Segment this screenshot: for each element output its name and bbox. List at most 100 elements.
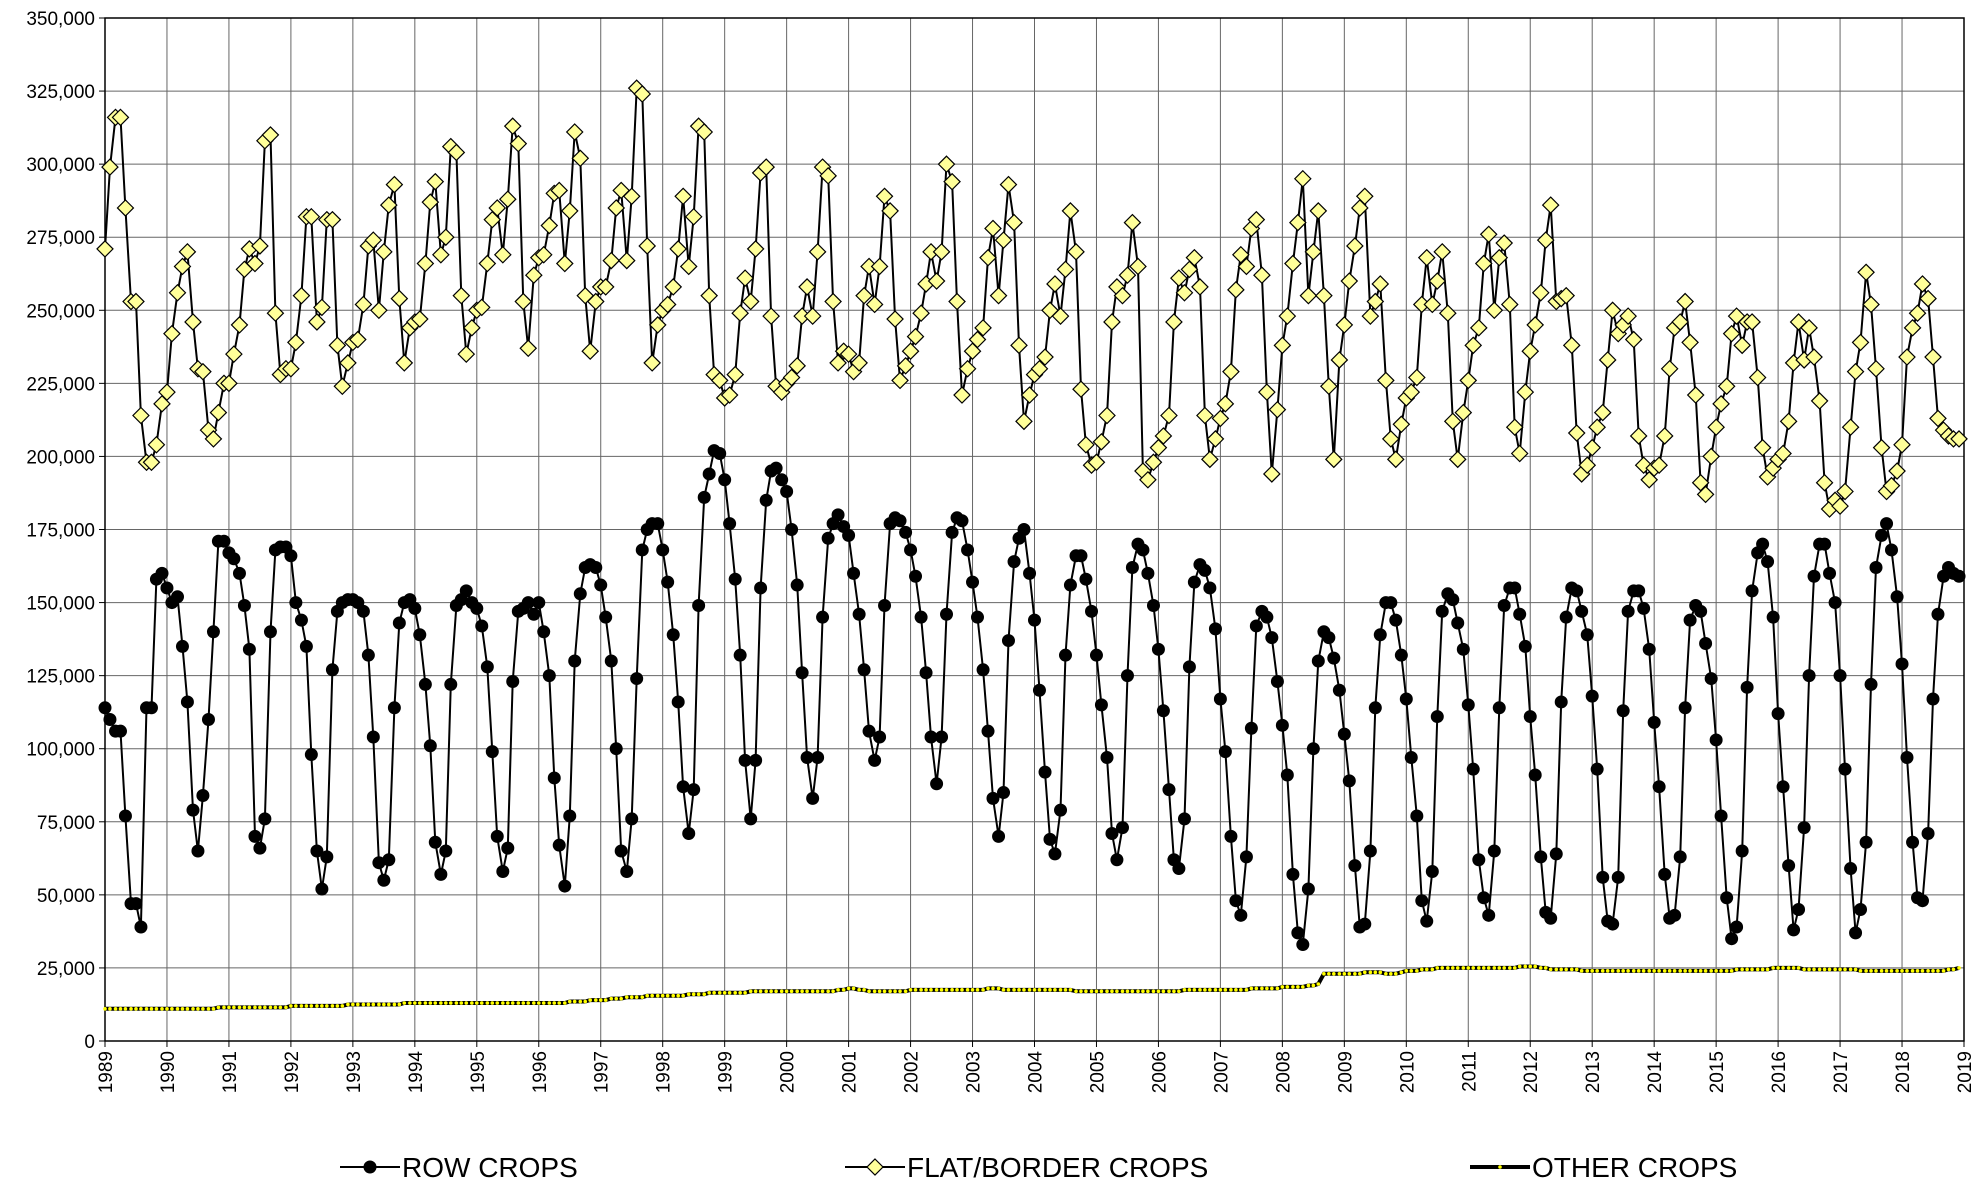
marker bbox=[1647, 715, 1661, 729]
marker bbox=[958, 359, 977, 378]
marker bbox=[826, 989, 830, 994]
marker bbox=[1098, 406, 1116, 425]
marker bbox=[1430, 710, 1444, 724]
marker bbox=[1043, 988, 1047, 992]
marker bbox=[310, 844, 324, 858]
marker bbox=[1384, 971, 1388, 976]
marker bbox=[1946, 967, 1951, 972]
marker bbox=[1010, 336, 1028, 355]
marker bbox=[1882, 476, 1901, 495]
marker bbox=[1058, 648, 1072, 662]
marker bbox=[1884, 969, 1889, 973]
marker bbox=[475, 619, 489, 633]
marker bbox=[1593, 403, 1612, 422]
marker bbox=[1471, 966, 1476, 970]
y-tick-label: 350,000 bbox=[26, 9, 95, 30]
marker bbox=[1162, 783, 1176, 797]
marker bbox=[1227, 280, 1245, 299]
marker bbox=[142, 453, 161, 472]
marker bbox=[1156, 989, 1161, 994]
marker bbox=[201, 1007, 205, 1011]
marker bbox=[607, 199, 626, 217]
marker bbox=[1306, 742, 1320, 756]
marker bbox=[1802, 967, 1806, 972]
marker bbox=[1559, 610, 1573, 624]
marker bbox=[1941, 969, 1946, 973]
marker bbox=[1285, 985, 1290, 989]
marker bbox=[620, 864, 634, 878]
marker bbox=[1404, 969, 1409, 973]
marker bbox=[488, 199, 507, 217]
marker bbox=[113, 1007, 118, 1011]
marker bbox=[571, 149, 590, 168]
marker bbox=[346, 1002, 350, 1007]
marker bbox=[1191, 278, 1209, 296]
marker bbox=[123, 1007, 128, 1011]
marker bbox=[831, 989, 835, 994]
marker bbox=[1068, 988, 1073, 992]
marker bbox=[702, 467, 716, 481]
marker bbox=[567, 999, 572, 1004]
marker bbox=[1258, 383, 1276, 401]
marker bbox=[496, 864, 510, 878]
marker bbox=[211, 1007, 216, 1011]
marker bbox=[1606, 917, 1620, 931]
marker bbox=[1030, 359, 1049, 378]
marker bbox=[1724, 969, 1729, 973]
marker bbox=[1725, 932, 1739, 946]
y-tick-label: 0 bbox=[84, 1032, 95, 1053]
marker bbox=[1353, 971, 1357, 976]
marker bbox=[1782, 859, 1796, 873]
marker bbox=[999, 175, 1018, 194]
marker bbox=[994, 231, 1013, 249]
marker bbox=[282, 359, 300, 378]
marker bbox=[480, 660, 494, 674]
marker bbox=[1177, 989, 1181, 994]
marker bbox=[1495, 234, 1514, 252]
marker bbox=[602, 251, 621, 270]
marker bbox=[266, 304, 285, 323]
marker bbox=[309, 1004, 314, 1008]
marker bbox=[423, 739, 437, 753]
marker bbox=[1642, 642, 1656, 656]
marker bbox=[1569, 967, 1574, 972]
marker bbox=[395, 354, 414, 372]
marker bbox=[387, 1002, 391, 1007]
marker bbox=[1610, 969, 1615, 973]
marker bbox=[878, 598, 892, 612]
marker bbox=[527, 607, 541, 621]
marker bbox=[1683, 613, 1697, 627]
marker bbox=[1626, 969, 1630, 973]
marker bbox=[1415, 894, 1429, 908]
marker bbox=[232, 1005, 236, 1010]
marker bbox=[1213, 988, 1218, 992]
marker bbox=[1428, 272, 1447, 290]
marker bbox=[552, 838, 566, 852]
marker bbox=[1854, 902, 1868, 916]
marker bbox=[855, 286, 873, 305]
marker bbox=[253, 1005, 257, 1010]
marker bbox=[1479, 225, 1498, 244]
marker bbox=[536, 1001, 541, 1005]
marker bbox=[232, 566, 246, 580]
marker bbox=[974, 318, 992, 337]
marker bbox=[1714, 969, 1718, 973]
marker bbox=[788, 356, 807, 375]
marker bbox=[682, 826, 696, 840]
y-tick-label: 300,000 bbox=[26, 155, 95, 176]
marker bbox=[1600, 969, 1605, 973]
marker bbox=[364, 231, 383, 249]
marker bbox=[948, 292, 966, 311]
marker bbox=[1596, 870, 1610, 884]
marker bbox=[816, 610, 830, 624]
marker bbox=[1056, 260, 1075, 279]
marker bbox=[842, 528, 856, 542]
marker bbox=[495, 1001, 500, 1005]
marker bbox=[1043, 832, 1057, 846]
marker bbox=[237, 598, 251, 612]
marker bbox=[762, 307, 780, 325]
marker bbox=[1160, 406, 1178, 425]
marker bbox=[1636, 969, 1641, 973]
marker bbox=[992, 829, 1006, 843]
marker bbox=[375, 242, 393, 261]
